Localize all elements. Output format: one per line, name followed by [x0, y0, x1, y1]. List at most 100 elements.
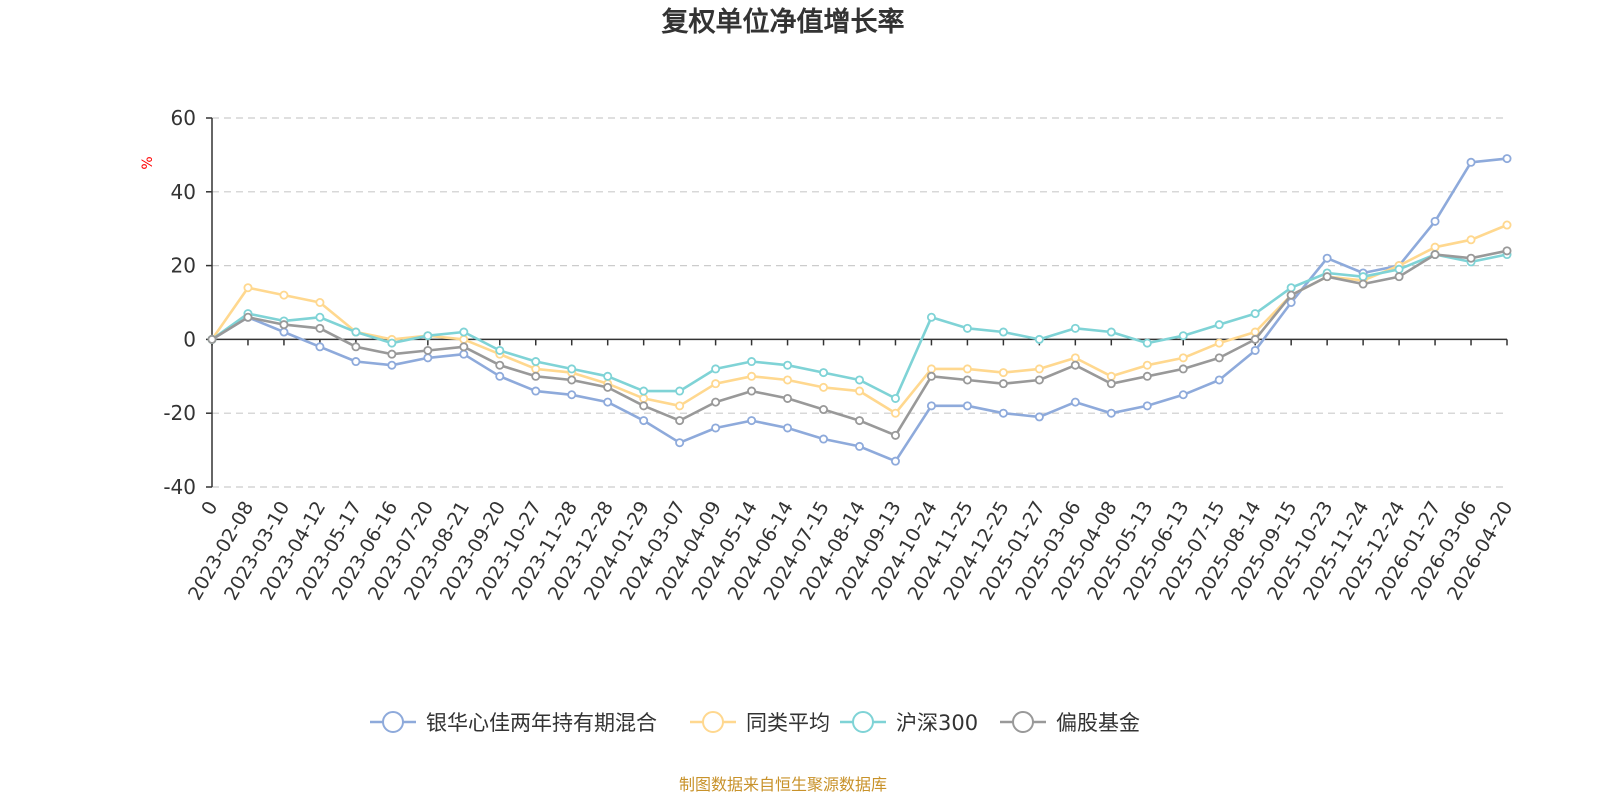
data-point [1034, 334, 1044, 344]
data-point [962, 401, 972, 411]
data-point [1106, 408, 1116, 418]
data-point [926, 364, 936, 374]
legend-item-2[interactable]: 沪深300 [840, 711, 978, 735]
legend-label: 沪深300 [896, 711, 978, 735]
data-point [1070, 323, 1080, 333]
data-point [890, 393, 900, 403]
data-point [783, 423, 793, 433]
data-point [279, 290, 289, 300]
data-point [279, 327, 289, 337]
data-point [279, 320, 289, 330]
x-tick-label: 0 [197, 498, 222, 519]
data-point [459, 334, 469, 344]
data-point [243, 312, 253, 322]
data-point [1070, 353, 1080, 363]
data-point [747, 416, 757, 426]
data-point [1178, 331, 1188, 341]
data-point [890, 408, 900, 418]
data-point [1502, 154, 1512, 164]
data-point [1250, 309, 1260, 319]
legend-swatch-marker [852, 711, 874, 733]
data-point [603, 397, 613, 407]
data-point [567, 364, 577, 374]
chart-title: 复权单位净值增长率 [662, 6, 905, 38]
y-tick-label: 0 [183, 327, 196, 351]
data-point [747, 371, 757, 381]
data-point [459, 342, 469, 352]
data-point [890, 456, 900, 466]
data-point [567, 390, 577, 400]
series-2 [207, 250, 1512, 403]
data-point [351, 342, 361, 352]
data-point [1070, 360, 1080, 370]
data-point [962, 323, 972, 333]
data-point [747, 357, 757, 367]
data-point [747, 386, 757, 396]
y-axis-unit-label: % [140, 156, 156, 169]
data-point [855, 386, 865, 396]
data-point [1466, 157, 1476, 167]
source-note: 制图数据来自恒生聚源数据库 [679, 775, 887, 794]
data-point [459, 327, 469, 337]
data-point [1214, 320, 1224, 330]
data-point [998, 327, 1008, 337]
data-point [495, 345, 505, 355]
data-point [1178, 353, 1188, 363]
data-point [711, 397, 721, 407]
data-point [962, 364, 972, 374]
data-point [639, 393, 649, 403]
data-point [1322, 253, 1332, 263]
data-point [1034, 412, 1044, 422]
y-tick-label: -40 [163, 475, 196, 499]
data-point [1070, 397, 1080, 407]
data-point [639, 401, 649, 411]
data-point [603, 371, 613, 381]
data-point [207, 334, 217, 344]
data-point [711, 379, 721, 389]
data-point [926, 401, 936, 411]
legend-label: 偏股基金 [1056, 711, 1140, 735]
data-point [998, 408, 1008, 418]
data-point [1502, 246, 1512, 256]
legend-item-1[interactable]: 同类平均 [690, 711, 830, 735]
data-point [1142, 338, 1152, 348]
data-point [495, 371, 505, 381]
data-point [1178, 390, 1188, 400]
data-point [1106, 371, 1116, 381]
data-point [531, 357, 541, 367]
data-point [675, 386, 685, 396]
data-point [351, 327, 361, 337]
data-point [890, 430, 900, 440]
data-point [855, 375, 865, 385]
data-point [531, 386, 541, 396]
series-lines [207, 154, 1512, 466]
data-point [1358, 279, 1368, 289]
data-point [1358, 272, 1368, 282]
data-point [1286, 290, 1296, 300]
legend-item-0[interactable]: 银华心佳两年持有期混合 [370, 711, 657, 735]
legend-item-3[interactable]: 偏股基金 [1000, 711, 1140, 735]
data-point [1034, 364, 1044, 374]
data-point [1286, 283, 1296, 293]
data-point [1034, 375, 1044, 385]
legend-label: 银华心佳两年持有期混合 [426, 711, 657, 735]
legend[interactable]: 银华心佳两年持有期混合 同类平均 沪深300 偏股基金 [370, 711, 1140, 735]
data-point [711, 364, 721, 374]
data-point [926, 371, 936, 381]
data-point [1466, 253, 1476, 263]
data-point [387, 360, 397, 370]
data-point [243, 283, 253, 293]
data-point [819, 368, 829, 378]
data-point [998, 368, 1008, 378]
data-point [1178, 364, 1188, 374]
data-point [1106, 379, 1116, 389]
data-point [531, 364, 541, 374]
data-point [387, 338, 397, 348]
data-point [315, 323, 325, 333]
data-point [1214, 375, 1224, 385]
data-point [855, 441, 865, 451]
y-tick-label: 60 [171, 106, 196, 130]
data-point [639, 416, 649, 426]
data-point [1214, 353, 1224, 363]
